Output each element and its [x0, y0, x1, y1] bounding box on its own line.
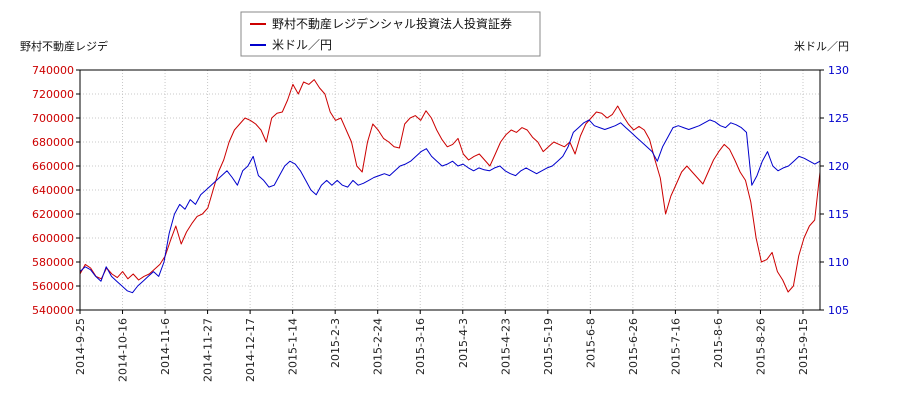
- left-tick-label: 640000: [32, 184, 74, 197]
- left-tick-label: 680000: [32, 136, 74, 149]
- right-axis-title: 米ドル／円: [794, 40, 849, 53]
- legend-box: [240, 11, 541, 57]
- left-tick-label: 620000: [32, 208, 74, 221]
- left-tick-label: 720000: [32, 88, 74, 101]
- left-tick-label: 580000: [32, 256, 74, 269]
- right-tick-label: 105: [828, 304, 849, 317]
- x-tick-label: 2015-4-3: [457, 318, 470, 368]
- legend: 野村不動産レジデンシャル投資法人投資証券 米ドル／円: [240, 11, 541, 57]
- left-axis-title: 野村不動産レジデ: [20, 39, 108, 53]
- x-tick-label: 2015-6-26: [627, 318, 640, 375]
- x-tick-label: 2014-9-25: [74, 318, 87, 375]
- x-tick-label: 2014-12-17: [244, 318, 257, 382]
- grid: [80, 70, 820, 310]
- x-tick-label: 2015-8-6: [712, 318, 725, 368]
- x-tick-label: 2014-11-6: [159, 318, 172, 375]
- x-axis: 2014-9-25 2014-10-16 2014-11-6 2014-11-27 20…: [74, 310, 810, 382]
- left-tick-label: 740000: [32, 64, 74, 77]
- x-tick-label: 2014-11-27: [202, 318, 215, 382]
- x-tick-label: 2015-2-24: [372, 318, 385, 375]
- left-tick-label: 600000: [32, 232, 74, 245]
- right-axis: 105 110 115 120 125 130: [820, 64, 849, 317]
- right-tick-label: 125: [828, 112, 849, 125]
- series-line-stock: [79, 79, 821, 293]
- right-tick-label: 115: [828, 208, 849, 221]
- x-tick-label: 2015-1-14: [287, 318, 300, 375]
- left-tick-label: 660000: [32, 160, 74, 173]
- left-tick-label: 560000: [32, 280, 74, 293]
- right-tick-label: 110: [828, 256, 849, 269]
- x-tick-label: 2015-9-15: [797, 318, 810, 375]
- x-tick-label: 2015-2-3: [329, 318, 342, 368]
- x-tick-label: 2015-3-16: [414, 318, 427, 375]
- series-line-usdjpy: [79, 119, 821, 294]
- left-axis: 540000 560000 580000 600000 620000 640000 6600…: [32, 64, 80, 317]
- legend-label-usdjpy: 米ドル／円: [272, 38, 332, 52]
- series-group: [79, 79, 821, 294]
- x-tick-label: 2015-5-19: [542, 318, 555, 375]
- right-tick-label: 130: [828, 64, 849, 77]
- x-tick-label: 2015-8-26: [754, 318, 767, 375]
- left-tick-label: 540000: [32, 304, 74, 317]
- x-tick-label: 2015-7-16: [669, 318, 682, 375]
- x-tick-label: 2014-10-16: [117, 318, 130, 382]
- x-tick-label: 2015-6-8: [584, 318, 597, 368]
- legend-label-stock: 野村不動産レジデンシャル投資法人投資証券: [272, 16, 512, 31]
- right-tick-label: 120: [828, 160, 849, 173]
- x-tick-label: 2015-4-23: [499, 318, 512, 375]
- left-tick-label: 700000: [32, 112, 74, 125]
